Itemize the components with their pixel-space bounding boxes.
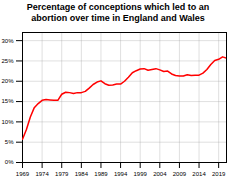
svg-text:1969: 1969 <box>16 171 30 176</box>
svg-text:2014: 2014 <box>192 171 206 176</box>
svg-text:2019: 2019 <box>212 171 226 176</box>
svg-text:20%: 20% <box>1 78 14 84</box>
svg-text:0%: 0% <box>5 159 14 165</box>
svg-text:15%: 15% <box>1 98 14 104</box>
svg-text:2009: 2009 <box>173 171 187 176</box>
svg-text:1974: 1974 <box>35 171 49 176</box>
svg-text:1979: 1979 <box>55 171 69 176</box>
svg-text:2004: 2004 <box>153 171 167 176</box>
html-text:Percentage of conceptions whic: Percentage of conceptions which led to a… <box>26 2 210 23</box>
svg-text:10%: 10% <box>1 119 14 125</box>
svg-text:1989: 1989 <box>94 171 108 176</box>
svg-text:30%: 30% <box>1 38 14 44</box>
svg-text:25%: 25% <box>1 58 14 64</box>
svg-text:1984: 1984 <box>75 171 89 176</box>
svg-text:1999: 1999 <box>134 171 148 176</box>
svg-text:5%: 5% <box>5 139 14 145</box>
svg-text:1994: 1994 <box>114 171 128 176</box>
